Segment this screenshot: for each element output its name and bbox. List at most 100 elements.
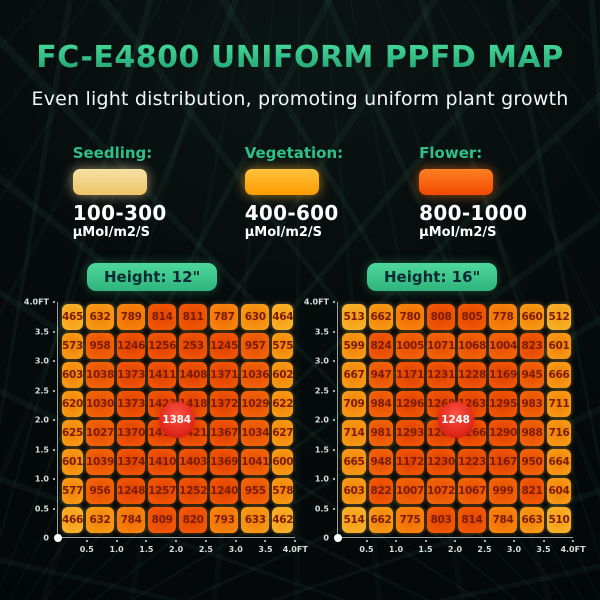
- x-tick-mark: [294, 540, 297, 542]
- axis-corner-spacer: [307, 538, 337, 556]
- ppfd-cell: 1370: [117, 420, 145, 446]
- ppfd-cell: 1369: [210, 449, 238, 475]
- ppfd-cell: 1372: [210, 391, 238, 417]
- ppfd-cell: 988: [520, 420, 545, 446]
- y-tick-mark: [53, 301, 55, 303]
- x-tick-mark: [424, 540, 427, 542]
- seedling-unit: μMol/m2/S: [72, 225, 151, 240]
- height-badge-12: Height: 12": [87, 263, 218, 291]
- ppfd-cell: 465: [62, 304, 83, 330]
- vegetation-color-swatch: [244, 169, 319, 195]
- ppfd-panel-height-12: Height: 12" 4.0FT 3.5 3.0 2.5 2.0 1.5 1.0 0.5 0 …: [24, 263, 308, 556]
- y-tick-mark: [333, 301, 335, 303]
- ppfd-cell: 660: [520, 304, 545, 330]
- ppfd-cell: 1296: [395, 391, 424, 417]
- ppfd-cell: 823: [520, 333, 545, 359]
- x-tick-label: 4.0FT: [282, 545, 308, 554]
- y-tick-label: 0: [323, 533, 329, 543]
- ppfd-cell: 667: [342, 362, 366, 388]
- y-tick-mark: [53, 330, 55, 333]
- ppfd-cell: 1411: [148, 362, 176, 388]
- x-tick-mark: [542, 540, 545, 542]
- ppfd-cell: 600: [272, 449, 294, 475]
- ppfd-cell: 1410: [148, 449, 176, 475]
- x-tick-mark: [264, 540, 267, 542]
- heatmap-cells: 513 662 780 808 805 778 660 512 599 824 1005 1071 10…: [342, 304, 571, 533]
- height-badge-16: Height: 16": [367, 263, 498, 291]
- ppfd-cell: 601: [62, 449, 83, 475]
- ppfd-cell: 514: [342, 507, 366, 533]
- y-tick-label: 3.0: [34, 356, 49, 366]
- ppfd-cell: 808: [426, 304, 455, 330]
- ppfd-cell: 809: [148, 507, 177, 533]
- ppfd-cell: 599: [342, 333, 366, 359]
- y-tick-label: 1.0: [314, 474, 329, 484]
- y-tick-label: 2.5: [314, 386, 329, 395]
- ppfd-cell: 784: [489, 507, 518, 533]
- ppfd-cell: 1367: [210, 420, 238, 446]
- ppfd-cell: 1004: [489, 333, 517, 359]
- x-tick-label: 2.5: [477, 545, 492, 554]
- y-tick-label: 4.0FT: [303, 297, 329, 307]
- x-tick-label: 1.5: [139, 545, 154, 554]
- flower-unit: μMol/m2/S: [419, 225, 497, 240]
- ppfd-cell: 947: [368, 362, 393, 388]
- x-tick-label: 1.0: [109, 545, 124, 554]
- x-tick-label: 0.5: [359, 545, 374, 554]
- ppfd-cell: 948: [368, 449, 393, 475]
- ppfd-cell: 601: [547, 333, 571, 359]
- ppfd-cell: 1257: [148, 478, 176, 504]
- ppfd-cell: 981: [368, 420, 393, 446]
- ppfd-cell: 602: [272, 362, 294, 388]
- seedling-color-swatch: [72, 169, 147, 195]
- x-tick-label: 1.5: [418, 545, 433, 554]
- ppfd-cell: 709: [342, 391, 366, 417]
- ppfd-cell: 662: [368, 304, 393, 330]
- x-tick-mark: [175, 540, 178, 542]
- y-tick-mark: [333, 478, 335, 480]
- x-tick-label: 0.5: [79, 545, 94, 554]
- flower-range: 800-1000: [419, 201, 528, 225]
- y-tick-label: 1.5: [314, 445, 329, 454]
- legend-label-vegetation: Vegetation:: [244, 144, 344, 162]
- ppfd-cell: 627: [272, 420, 294, 446]
- y-tick-label: 0: [43, 533, 49, 543]
- ppfd-cell: 625: [62, 420, 83, 446]
- ppfd-cell: 945: [520, 362, 545, 388]
- ppfd-cell: 1167: [489, 449, 517, 475]
- ppfd-chart-12: 4.0FT 3.5 3.0 2.5 2.0 1.5 1.0 0.5 0 465 632 789 814…: [24, 298, 308, 556]
- ppfd-panel-height-16: Height: 16" 4.0FT 3.5 3.0 2.5 2.0 1.5 1.0 0.5 0 …: [303, 263, 586, 556]
- ppfd-cell: 1071: [426, 333, 455, 359]
- center-ppfd-badge: 1248: [437, 401, 474, 438]
- ppfd-cell: 630: [241, 304, 270, 330]
- ppfd-cell: 716: [547, 420, 571, 446]
- ppfd-cell: 1223: [458, 449, 486, 475]
- y-tick-mark: [53, 448, 55, 451]
- ppfd-cell: 1403: [179, 449, 207, 475]
- y-tick-label: 0.5: [34, 504, 49, 513]
- y-tick-mark: [53, 389, 55, 392]
- ppfd-cell: 1036: [241, 362, 270, 388]
- x-tick-mark: [513, 540, 515, 542]
- ppfd-cell: 1248: [117, 478, 145, 504]
- ppfd-cell: 822: [368, 478, 393, 504]
- ppfd-cell: 793: [210, 507, 239, 533]
- ppfd-cell: 820: [179, 507, 208, 533]
- ppfd-cell: 510: [547, 507, 571, 533]
- x-axis-labels: 0.5 1.0 1.5 2.0 2.5 3.0 3.5 4.0FT: [57, 538, 308, 556]
- heatmap-cells: 465 632 789 814 811 787 630 464 573 958 1246 1256 25…: [62, 304, 294, 533]
- ppfd-cell: 577: [62, 478, 83, 504]
- ppfd-cell: 1228: [458, 362, 486, 388]
- ppfd-cell: 999: [489, 478, 518, 504]
- legend-label-seedling: Seedling:: [72, 144, 153, 162]
- y-tick-label: 0.5: [314, 504, 329, 513]
- y-tick-label: 3.5: [314, 327, 329, 336]
- x-tick-mark: [204, 540, 207, 542]
- ppfd-cell: 1068: [458, 333, 486, 359]
- vegetation-range: 400-600: [244, 201, 339, 225]
- axis-origin-dot: [333, 533, 342, 542]
- x-tick-label: 3.5: [258, 545, 273, 554]
- legend: Seedling: 100-300 μMol/m2/S Vegetation: …: [0, 144, 600, 239]
- ppfd-cell: 1027: [86, 420, 114, 446]
- ppfd-cell: 1169: [489, 362, 517, 388]
